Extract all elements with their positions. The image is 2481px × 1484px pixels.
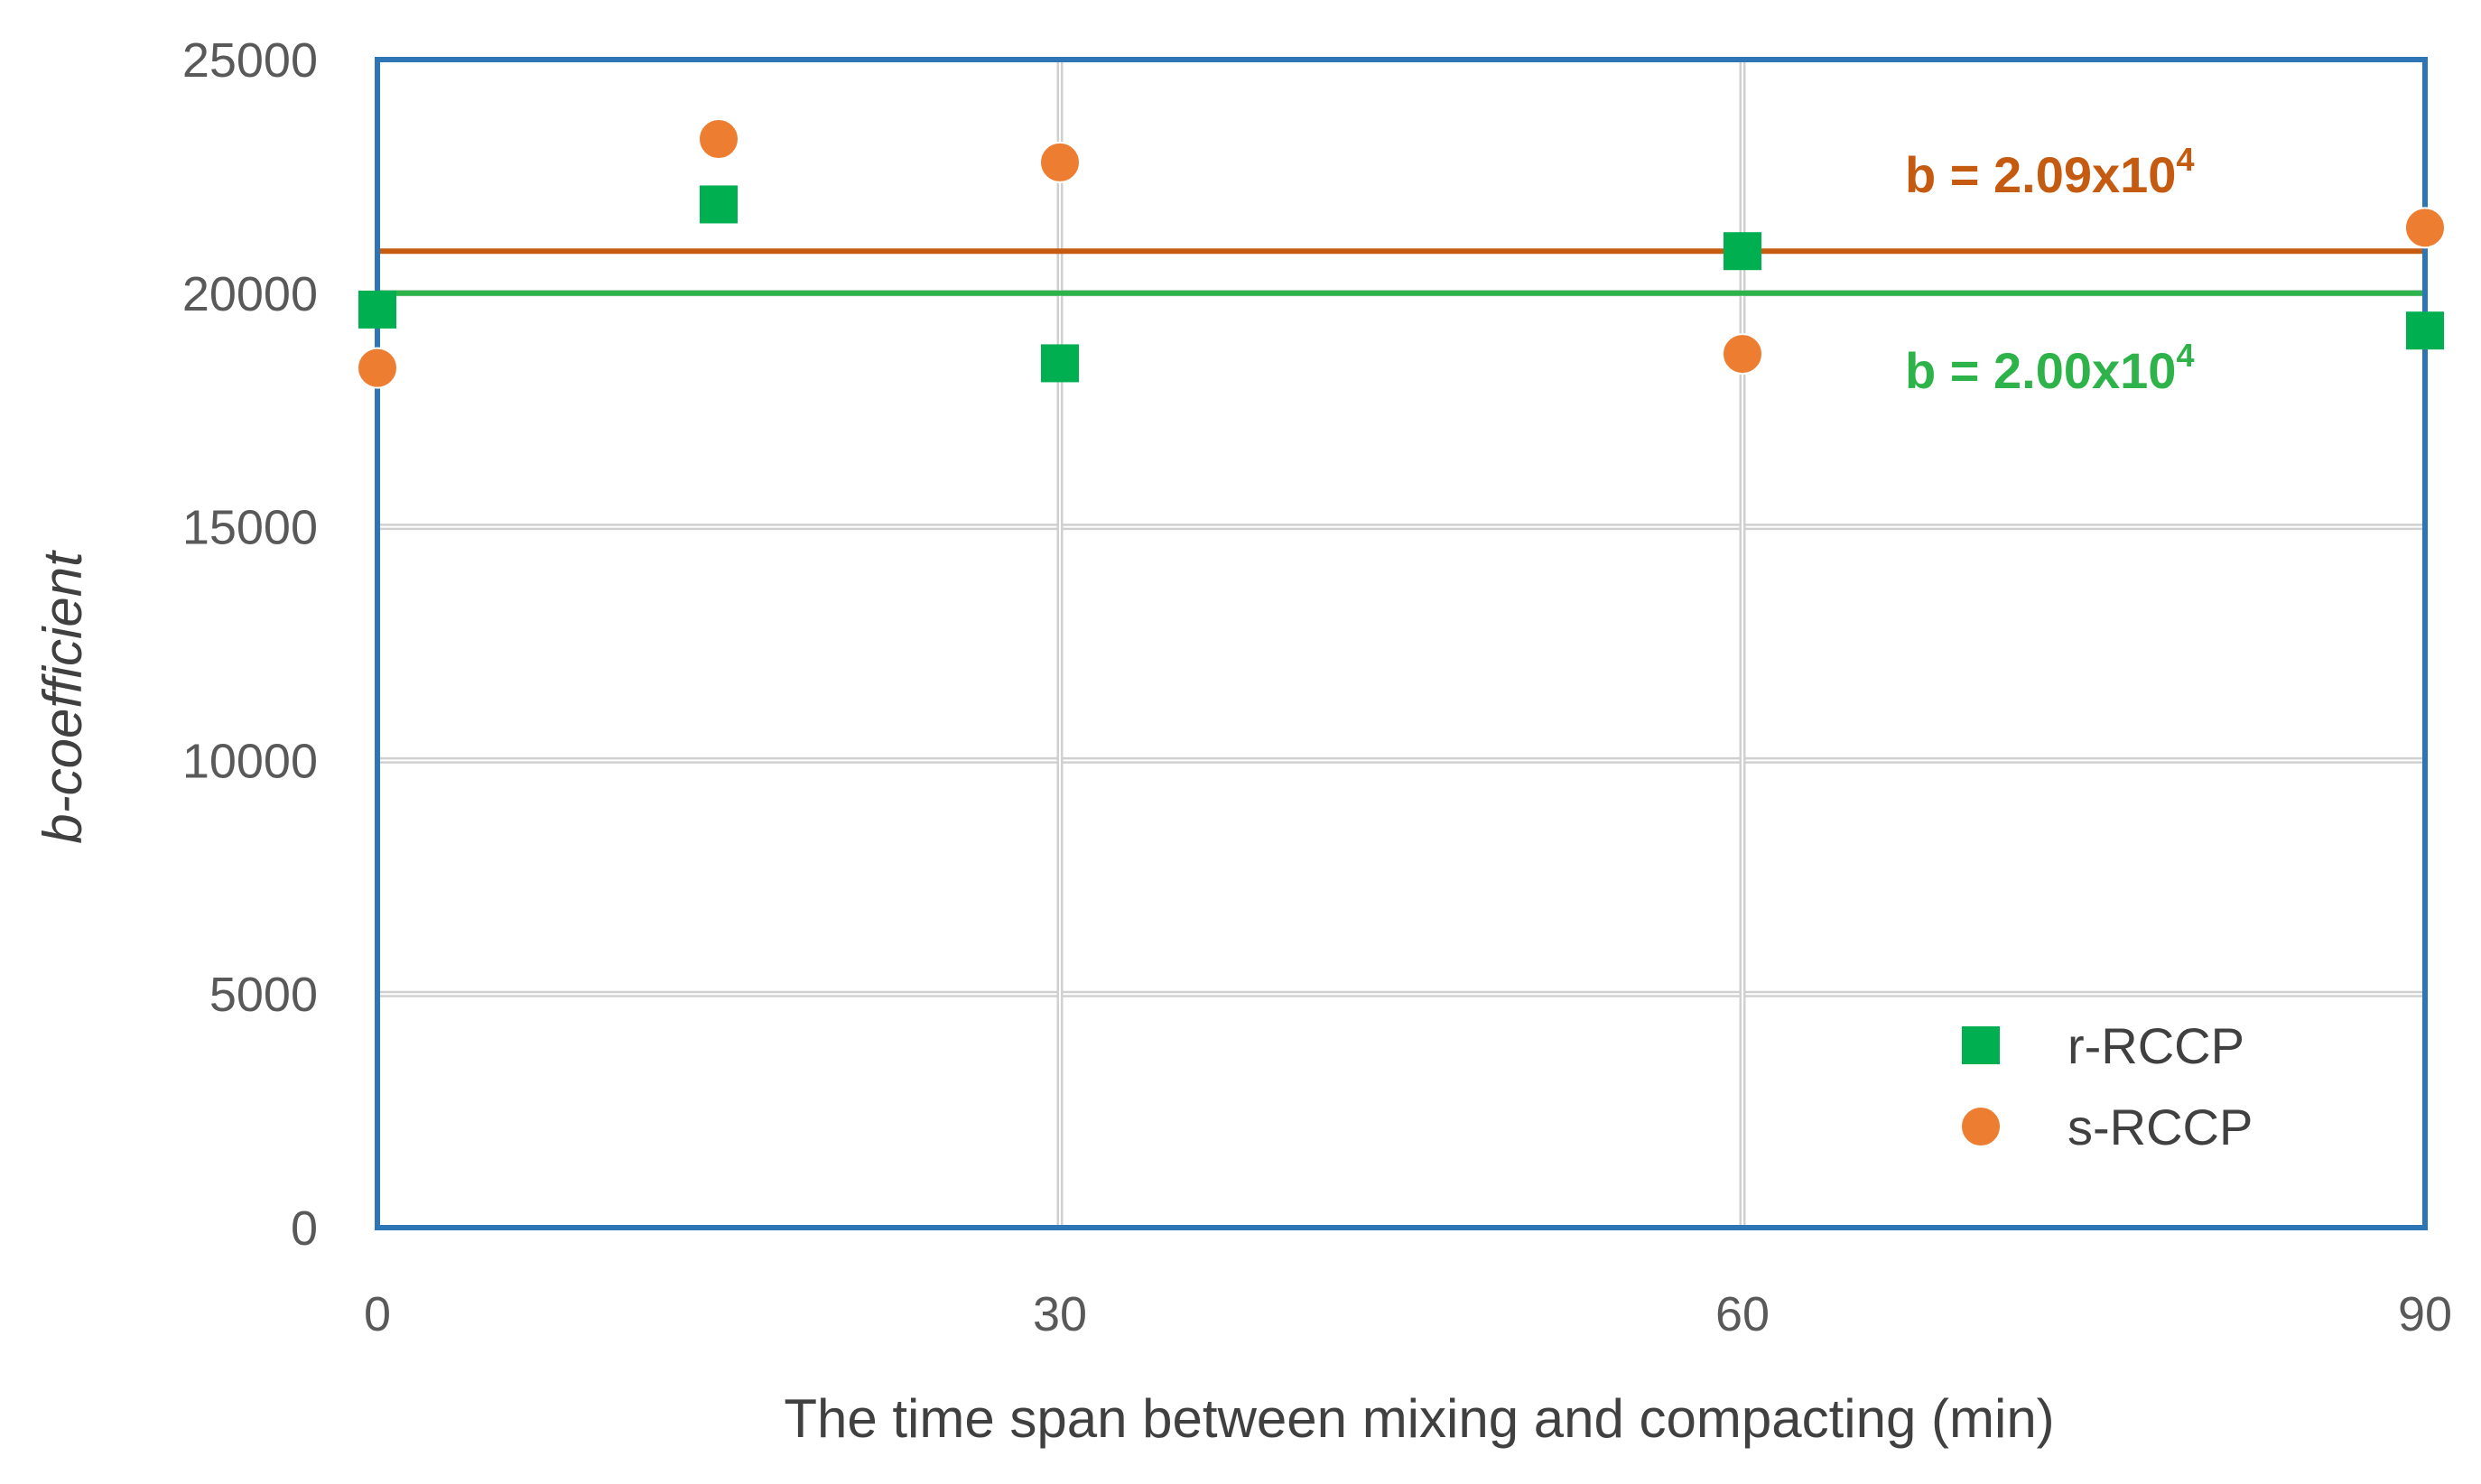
marker-s-RCCP-15: [698, 117, 739, 160]
reference-line-label-r-RCCP: b = 2.00x104: [1905, 337, 2194, 399]
y-tick-label-20000: 20000: [182, 267, 318, 321]
y-axis-title: b-coefficient: [33, 550, 93, 844]
reference-lines: [377, 248, 2425, 296]
x-tick-label-30: 30: [1033, 1287, 1087, 1341]
y-tick-label-5000: 5000: [209, 968, 318, 1022]
marker-s-RCCP-30: [1039, 141, 1081, 183]
y-tick-label-0: 0: [291, 1201, 318, 1256]
y-tick-label-15000: 15000: [182, 501, 318, 555]
legend-label-s-RCCP: s-RCCP: [2068, 1099, 2253, 1155]
x-axis-tick-labels: 0 30 60 90: [364, 1287, 2452, 1341]
marker-r-RCCP-30: [1041, 344, 1079, 383]
x-axis-title: The time span between mixing and compact…: [784, 1388, 2054, 1449]
reference-line-label-s-RCCP: b = 2.09x104: [1905, 141, 2194, 203]
legend-marker-r-RCCP: [1962, 1026, 2000, 1064]
legend: r-RCCP s-RCCP: [1960, 1017, 2253, 1155]
plot-area-border: [375, 57, 2428, 1230]
y-tick-label-10000: 10000: [182, 734, 318, 788]
legend-marker-s-RCCP: [1960, 1106, 2002, 1147]
legend-label-r-RCCP: r-RCCP: [2068, 1017, 2244, 1074]
marker-r-RCCP-0: [358, 290, 396, 329]
marker-s-RCCP-0: [357, 347, 398, 389]
reference-label-exponent: 4: [2176, 141, 2194, 178]
y-axis-tick-labels: 0 5000 10000 15000 20000 25000: [182, 33, 318, 1256]
reference-label-base: b = 2.00x10: [1905, 342, 2176, 399]
y-tick-label-25000: 25000: [182, 33, 318, 88]
marker-r-RCCP-90: [2406, 311, 2444, 350]
x-tick-label-0: 0: [364, 1287, 391, 1341]
marker-r-RCCP-15: [700, 185, 738, 224]
x-tick-label-60: 60: [1715, 1287, 1770, 1341]
x-tick-label-90: 90: [2398, 1287, 2452, 1341]
marker-s-RCCP-60: [1722, 333, 1763, 376]
reference-label-exponent: 4: [2176, 337, 2194, 374]
reference-label-base: b = 2.09x10: [1905, 146, 2176, 203]
marker-s-RCCP-90: [2404, 207, 2446, 249]
data-markers: [357, 117, 2446, 389]
marker-r-RCCP-60: [1724, 232, 1761, 271]
